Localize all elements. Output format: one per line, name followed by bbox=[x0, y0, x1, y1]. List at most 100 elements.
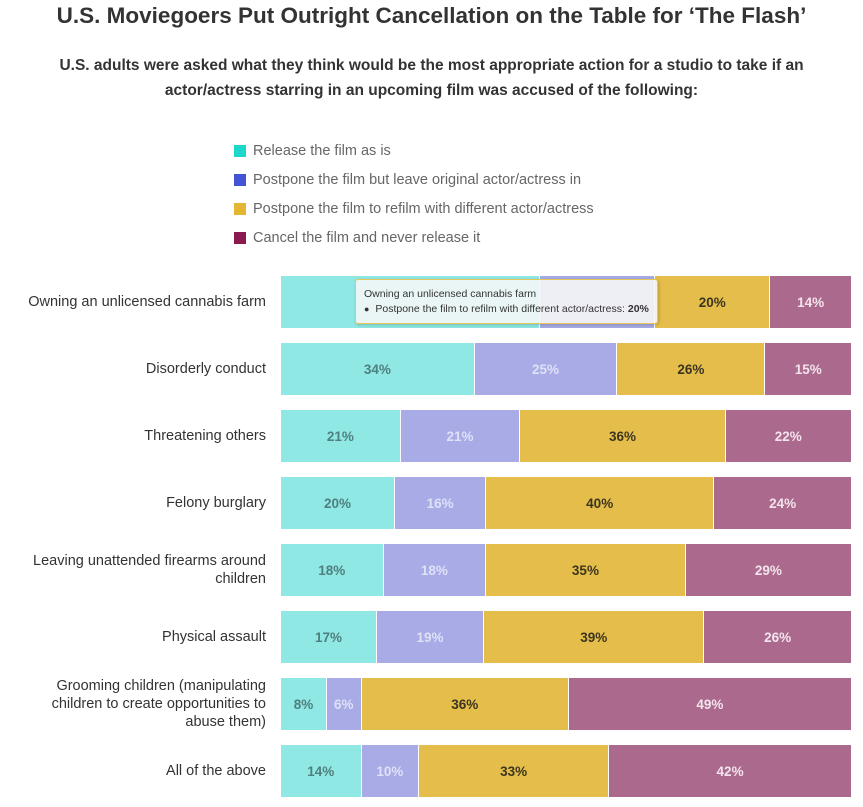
data-label: 16% bbox=[426, 495, 454, 511]
data-label: 25% bbox=[532, 361, 560, 377]
data-label: 26% bbox=[764, 629, 792, 645]
chart-legend: Release the film as is Postpone the film … bbox=[234, 136, 594, 252]
bar-segment[interactable]: 16% bbox=[395, 477, 487, 529]
bar-segment[interactable]: 21% bbox=[281, 410, 401, 462]
legend-label: Postpone the film but leave original act… bbox=[253, 171, 582, 188]
data-label: 19% bbox=[416, 629, 444, 645]
data-label: 36% bbox=[451, 696, 479, 712]
bar-segment[interactable]: 18% bbox=[281, 544, 384, 596]
data-label: 18% bbox=[318, 562, 346, 578]
bar-segment[interactable]: 22% bbox=[725, 410, 851, 462]
bar-row: 17% 19% 39% 26% bbox=[281, 611, 851, 663]
chart-tooltip: Owning an unlicensed cannabis farm ● Pos… bbox=[355, 279, 658, 324]
bar-row: 21% 21% 36% 22% bbox=[281, 410, 851, 462]
legend-label: Release the film as is bbox=[253, 142, 391, 159]
bar-segment[interactable]: 36% bbox=[361, 678, 569, 730]
data-label: 22% bbox=[774, 428, 802, 444]
legend-item[interactable]: Cancel the film and never release it bbox=[234, 223, 594, 252]
category-label-line: Grooming children (manipulating bbox=[56, 678, 266, 694]
data-label: 6% bbox=[334, 696, 354, 712]
category-label: Owning an unlicensed cannabis farm bbox=[0, 276, 266, 328]
bar-segment[interactable]: 6% bbox=[327, 678, 362, 730]
data-label: 17% bbox=[314, 629, 342, 645]
tooltip-series: Postpone the film to refilm with differe… bbox=[375, 303, 623, 315]
data-label: 24% bbox=[769, 495, 797, 511]
bar-segment[interactable]: 18% bbox=[383, 544, 487, 596]
legend-swatch bbox=[234, 231, 246, 244]
data-label: 21% bbox=[446, 428, 474, 444]
bar-segment[interactable]: 25% bbox=[474, 343, 618, 395]
bar-segment[interactable]: 49% bbox=[568, 678, 851, 730]
data-label: 40% bbox=[586, 495, 614, 511]
data-label: 8% bbox=[293, 696, 314, 712]
bar-segment[interactable]: 26% bbox=[704, 611, 851, 663]
data-label: 42% bbox=[716, 763, 744, 779]
data-label: 14% bbox=[307, 763, 335, 779]
category-label-line: Felony burglary bbox=[166, 495, 266, 511]
bar-segment[interactable]: 20% bbox=[655, 276, 771, 328]
bar-segment[interactable]: 8% bbox=[281, 678, 328, 730]
bar-segment[interactable]: 19% bbox=[376, 611, 485, 663]
data-label: 39% bbox=[580, 629, 608, 645]
category-label-line: Leaving unattended firearms around bbox=[33, 553, 266, 569]
data-label: 20% bbox=[698, 294, 726, 310]
bar-row: 34% 25% 26% 15% bbox=[281, 343, 851, 395]
data-label: 49% bbox=[696, 696, 724, 712]
bar-segment[interactable]: 33% bbox=[419, 745, 610, 797]
legend-swatch bbox=[234, 173, 246, 186]
bar-row: 20% 16% 40% 24% bbox=[281, 477, 851, 529]
data-label: 20% bbox=[323, 495, 352, 511]
chart-title: U.S. Moviegoers Put Outright Cancellatio… bbox=[56, 3, 807, 28]
data-label: 34% bbox=[363, 361, 391, 377]
subtitle-line: actor/actress starring in an upcoming fi… bbox=[164, 82, 699, 99]
bar-segment[interactable]: 21% bbox=[400, 410, 521, 462]
bar-segment[interactable]: 14% bbox=[281, 745, 362, 797]
legend-item[interactable]: Postpone the film to refilm with differe… bbox=[234, 194, 594, 223]
data-label: 10% bbox=[376, 763, 404, 779]
category-label-line: children bbox=[215, 571, 266, 587]
category-label: All of the above bbox=[0, 745, 266, 797]
bar-segment[interactable]: 29% bbox=[685, 544, 851, 596]
legend-item[interactable]: Release the film as is bbox=[234, 136, 594, 165]
bar-segment[interactable]: 24% bbox=[714, 477, 851, 529]
bar-segment[interactable]: 17% bbox=[281, 611, 377, 663]
bar-segment[interactable]: 42% bbox=[609, 745, 851, 797]
category-label-line: Owning an unlicensed cannabis farm bbox=[28, 294, 266, 310]
bar-row: 14% 10% 33% 42% bbox=[281, 745, 851, 797]
data-label: 36% bbox=[608, 428, 636, 444]
bar-segment[interactable]: 26% bbox=[617, 343, 766, 395]
category-label: Physical assault bbox=[0, 611, 266, 663]
legend-label: Cancel the film and never release it bbox=[253, 229, 481, 246]
bar-segment[interactable]: 36% bbox=[520, 410, 726, 462]
bar-segment[interactable]: 14% bbox=[770, 276, 851, 328]
data-label: 15% bbox=[794, 361, 822, 377]
data-label: 29% bbox=[754, 562, 782, 578]
chart-subtitle: U.S. adults were asked what they think w… bbox=[0, 53, 863, 103]
bar-row: 18% 18% 35% 29% bbox=[281, 544, 851, 596]
category-label: Grooming children (manipulating children … bbox=[0, 678, 266, 730]
bar-segment[interactable]: 35% bbox=[486, 544, 686, 596]
bar-segment[interactable]: 20% bbox=[281, 477, 395, 529]
bar-segment[interactable]: 10% bbox=[361, 745, 420, 797]
data-label: 33% bbox=[500, 763, 528, 779]
legend-item[interactable]: Postpone the film but leave original act… bbox=[234, 165, 594, 194]
data-label: 14% bbox=[797, 294, 825, 310]
bar-segment[interactable]: 15% bbox=[765, 343, 851, 395]
category-label-line: All of the above bbox=[166, 763, 266, 779]
bar-row: 8% 6% 36% 49% bbox=[281, 678, 851, 730]
bar-segment[interactable]: 39% bbox=[484, 611, 705, 663]
category-label: Leaving unattended firearms around childr… bbox=[0, 544, 266, 596]
data-label: 21% bbox=[326, 428, 354, 444]
category-label-line: children to create opportunities to bbox=[51, 696, 266, 712]
legend-label: Postpone the film to refilm with differe… bbox=[253, 200, 594, 217]
legend-swatch bbox=[234, 202, 246, 215]
data-label: 18% bbox=[420, 562, 448, 578]
category-label: Felony burglary bbox=[0, 477, 266, 529]
tooltip-body: ● Postpone the film to refilm with diffe… bbox=[364, 303, 649, 315]
bar-segment[interactable]: 34% bbox=[281, 343, 475, 395]
subtitle-line: U.S. adults were asked what they think w… bbox=[59, 57, 804, 74]
legend-swatch bbox=[234, 144, 246, 157]
category-label-line: Threatening others bbox=[144, 428, 266, 444]
bar-segment[interactable]: 40% bbox=[486, 477, 715, 529]
category-label-line: abuse them) bbox=[185, 714, 266, 730]
